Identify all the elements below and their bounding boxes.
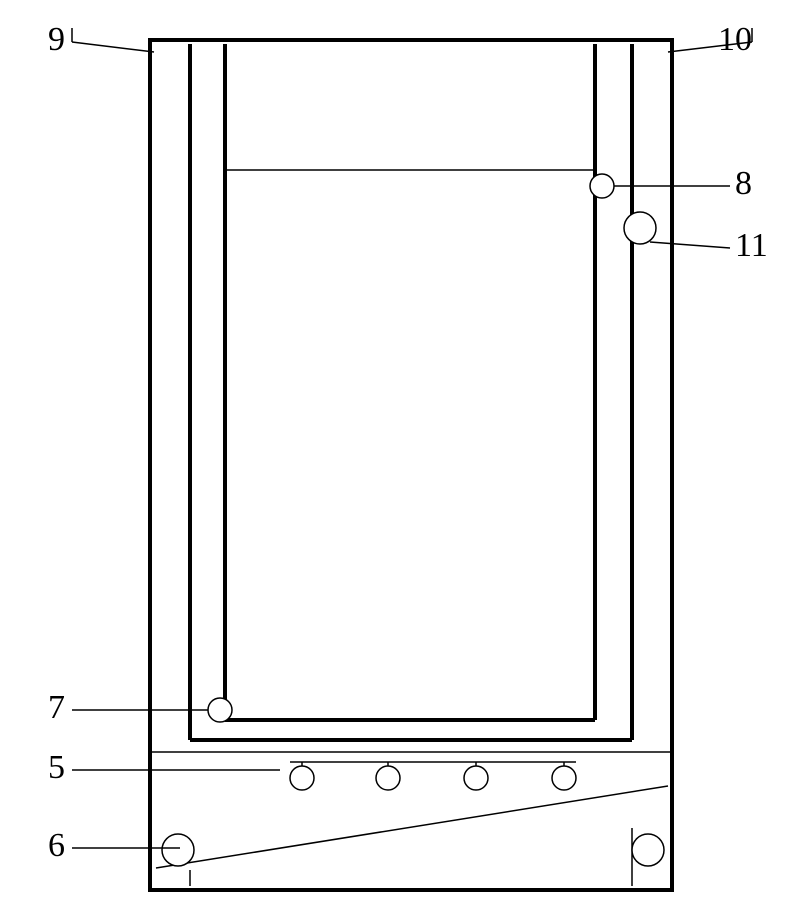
- nozzle-4: [552, 766, 576, 790]
- leader-l11: [650, 242, 730, 248]
- label-7: 7: [48, 689, 65, 726]
- label-10: 10: [718, 21, 752, 58]
- leader-l9: [72, 42, 154, 52]
- marker-6-left: [162, 834, 194, 866]
- marker-6-right: [632, 834, 664, 866]
- marker-8: [590, 174, 614, 198]
- label-8: 8: [735, 165, 752, 202]
- marker-11: [624, 212, 656, 244]
- label-9: 9: [48, 21, 65, 58]
- label-5: 5: [48, 749, 65, 786]
- sloped-floor: [156, 786, 668, 868]
- label-11: 11: [735, 227, 768, 264]
- label-6: 6: [48, 827, 65, 864]
- marker-7: [208, 698, 232, 722]
- nozzle-3: [464, 766, 488, 790]
- nozzle-1: [290, 766, 314, 790]
- nozzle-2: [376, 766, 400, 790]
